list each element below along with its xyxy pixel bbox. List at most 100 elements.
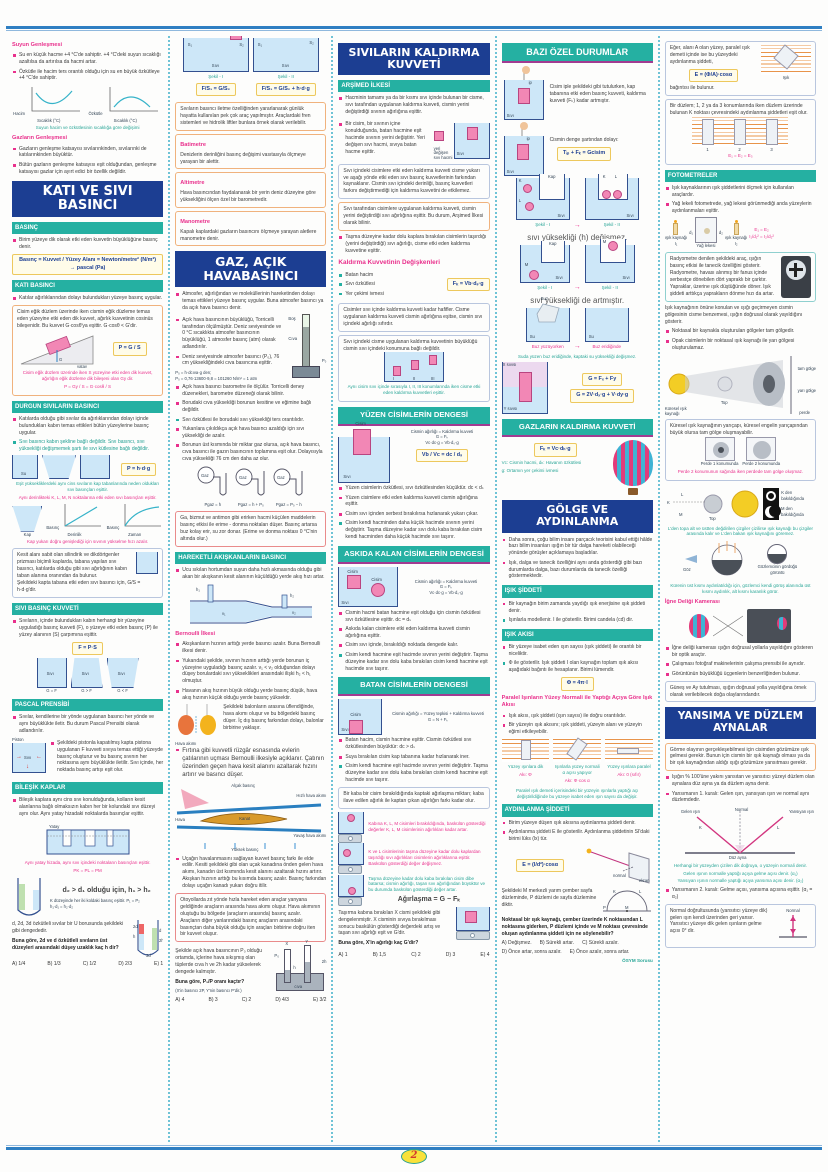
formula: I₁/d₁² = I₂/d₂²: [749, 234, 774, 240]
box-text: Kesit alanı sabit olan silindirik ve dik…: [17, 552, 128, 579]
question-bold: Noktasal bir ışık kaynağı, çember üzerin…: [501, 917, 648, 938]
chapter-banner: GÖLGE VE AYDINLANMA: [501, 500, 653, 533]
eclipse-diagram: K L M Top: [667, 490, 759, 521]
box-text: bağıntısı ile bulunur.: [669, 85, 715, 92]
flux-formula: Φ = 4π·I: [560, 677, 594, 691]
gas-buoyancy-formula: Fₖ = Vc·dₕ·g: [533, 443, 577, 457]
manometer-1: Gaz Pgaz = h: [196, 465, 230, 508]
formula: P₀ = 0,76·13600·9,8 = 101260 N/m² = 1 at…: [175, 375, 258, 381]
bullet: Katılarda olduğu gibi sıvılar da ağırlık…: [12, 416, 163, 437]
displaced-volume-label: yeri değişen sıvı hacmi: [433, 145, 453, 161]
question-block: d, 2d, 3d özkütleli sıvılar bir U borusu…: [12, 918, 163, 958]
figure-label: Şekil - I: [208, 74, 224, 79]
view-from-k: [763, 487, 780, 504]
question-utube: 2d d 3d h 2h: [133, 919, 163, 958]
caption: Suyun hacim ve özkütlesinin sıcaklığa gö…: [35, 125, 140, 131]
bullet: Yüzen cisimlerin özkütlesi, sıvı özkütle…: [338, 485, 489, 492]
note: K düzeyinde her iki koldaki basınç eşitt…: [50, 897, 140, 903]
rope-figure-2: Sıvı ip Cismin denge şartından dolayı: Tᵢₚ…: [502, 122, 653, 178]
section-bar: IŞIK AKISI: [501, 628, 653, 642]
ball-k: [601, 190, 611, 200]
displacement-row: Bir cisim, bir sıvının içine konulduğund…: [338, 119, 490, 161]
height-label: h: [133, 934, 136, 939]
bullet: Yer çekimi ivmesi: [338, 291, 442, 298]
surface-perpendicular: Yüzey ışınlara dik Akı: Φ: [501, 738, 550, 786]
ball-label: M: [524, 262, 529, 268]
option-b: B) 1/3: [47, 960, 61, 967]
question-text-area: Şekilde açık hava basıncının P₀ olduğu o…: [175, 945, 270, 993]
gas-label: Gaz: [239, 475, 247, 480]
flux-surfaces: Yüzey ışınlara dik Akı: Φ Işınlarla yüzey…: [501, 737, 653, 786]
area-label: S₂: [239, 42, 244, 47]
vessel: Sıvı ip: [503, 80, 544, 121]
balloon-basket: [627, 488, 638, 496]
buoyancy-origin-box: Sıvı içindeki cisimlere etki eden kaldır…: [338, 163, 490, 200]
observer-view: Gözlemcinin gördüğü görüntü: [757, 544, 797, 576]
candle-2: ışık kaynağı I₂: [725, 220, 747, 247]
suspended-equations: Cismin ağırlığı = Kaldırma kuvveti G = F…: [402, 579, 489, 596]
scale-beaker: [338, 842, 365, 874]
bullet: Bileşik kaplara aynı cins sıvı konulduğu…: [12, 797, 163, 818]
candle-1: ışık kaynağı I₁: [665, 220, 687, 247]
option-b: B) Sürekli artar.: [539, 940, 575, 946]
panel-label: Perde 1 konumunda: [700, 460, 739, 466]
caption: Yüzey ışınlara paralel: [607, 764, 651, 770]
figure-label: Buz eridiğinde: [592, 344, 621, 350]
section-banner: YÜZEN CİSİMLERİN DENGESİ: [338, 407, 490, 426]
ball: [343, 848, 352, 857]
pressure-arrows: →: [16, 754, 22, 761]
liquid-label: Sıvı: [626, 212, 634, 218]
semicircle-diagram: K L M P: [602, 889, 651, 913]
graph: [64, 503, 101, 527]
question-block: Şekildeki M merkezli yarım çember sayfa …: [502, 885, 653, 915]
tube-y: [304, 945, 312, 984]
equation: Cismin ağırlığı = Kaldırma kuvveti: [414, 578, 478, 584]
bullet: Ucu sıkılan hortumdan suyun daha hızlı a…: [175, 567, 326, 581]
liquid-x-label: X sıvısı: [502, 361, 517, 367]
vessel-greater: Sıvı G > F: [70, 658, 103, 694]
section-bar: FOTOMETRELER: [664, 169, 817, 182]
chapter-banner: GAZ, AÇIK HAVABASINCI: [175, 251, 327, 287]
archimedes-box: Sıvı tarafından cisimlere uygulanan kald…: [338, 202, 490, 231]
bullet: Yukarılara çıkıldıkça açık hava basıncı …: [175, 426, 326, 440]
surface: [520, 740, 531, 761]
bullet: Açık hava basıncının büyüklüğü, Torricel…: [175, 317, 284, 351]
option-c: C) Sürekli azalır.: [582, 940, 619, 946]
batimetre-box: Batimetre Denizlerin derinliğini basınç d…: [175, 133, 327, 170]
bullet: Özkütle ile hacim ters orantılı olduğu i…: [12, 69, 163, 83]
option-c: C) 2: [241, 996, 252, 1003]
equation: G = Fₖ: [439, 584, 453, 590]
air-label: Hava: [175, 816, 185, 822]
wing-diagram: [177, 788, 322, 849]
balloon-object: [689, 613, 710, 638]
bullet: Işığın % 100'üne yakını yansıtan ve yans…: [665, 774, 816, 788]
option-d: D) Önce artar, sonra azalır.: [501, 948, 562, 955]
caption: Perde 2 konumunun sağında iken perdede t…: [677, 468, 804, 474]
tied-object: [517, 88, 530, 105]
force-label: F: [190, 36, 193, 39]
view-label: K den bakıldığında: [781, 489, 805, 501]
answer-options: A) 1 B) 1,5 C) 2 D) 3 E) 4: [338, 952, 489, 959]
bullet: Bir yüzeyin ışık akısını; ışık şiddeti, …: [502, 722, 653, 736]
bullet: Sıvılar, kendilerine bir yönde uygulanan…: [12, 714, 163, 735]
option-e: E) Önce azalır, sonra artar.: [569, 948, 630, 955]
section-banner: GAZLARIN KALDIRMA KUVVETİ: [501, 418, 653, 438]
screen-positions-box: Küresel ışık kaynağının yarıçapı, kürese…: [664, 419, 817, 481]
bullet: Sıvı özkütlesi: [338, 281, 442, 288]
figure-label: Şekil - I: [535, 222, 551, 228]
section-bar: KATI BASINCI: [12, 280, 164, 293]
distance-label: d₂: [718, 230, 723, 236]
lighter-box: Cisimler sıvı içinde kaldırma kuvveti ka…: [338, 303, 490, 332]
graph: [124, 503, 161, 527]
ball-l: [612, 190, 622, 200]
mercury-pool: [292, 366, 321, 379]
flame: [674, 220, 678, 224]
manometer-formula: Pgaz = P₀ − h: [275, 502, 302, 508]
floating-object: [353, 428, 372, 455]
oil-spot-screen: Yağ lekesi: [694, 217, 717, 249]
bullet: Bütün gazların genleşme katsayısı eşit o…: [12, 162, 163, 176]
liquid-label: Sıvı: [555, 275, 563, 281]
